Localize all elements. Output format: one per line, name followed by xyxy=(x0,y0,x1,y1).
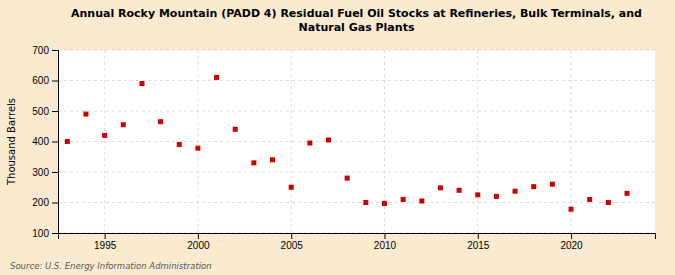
point xyxy=(494,194,499,199)
point xyxy=(382,201,387,206)
point xyxy=(214,75,219,80)
point xyxy=(326,137,331,142)
x-tick: 2010 xyxy=(374,233,397,251)
x-grid-line xyxy=(291,50,292,233)
x-grid-line xyxy=(197,50,198,233)
x-tick-mark xyxy=(384,233,385,239)
chart: 1995 2000 2005 2010 2015 2020 100 200 300 400 500 6… xyxy=(0,0,675,275)
x-tick: 2000 xyxy=(187,233,210,251)
y-tick: 300 xyxy=(32,167,58,178)
x-tick-label: 2020 xyxy=(560,240,583,251)
y-axis-title: Thousand Barrels xyxy=(6,98,17,186)
x-axis: 1995 2000 2005 2010 2015 2020 xyxy=(59,233,656,251)
y-tick-label: 500 xyxy=(32,106,49,117)
plot-background xyxy=(58,50,655,233)
x-tick: 2020 xyxy=(560,233,583,251)
x-tick-label: 2000 xyxy=(187,240,210,251)
y-tick: 100 xyxy=(32,228,58,239)
y-tick: 600 xyxy=(32,75,58,86)
point xyxy=(345,176,350,181)
point xyxy=(531,184,536,189)
y-tick-mark xyxy=(52,172,58,173)
x-tick-label: 2010 xyxy=(374,240,397,251)
point xyxy=(177,142,182,147)
y-tick: 500 xyxy=(32,106,58,117)
point xyxy=(419,198,424,203)
point xyxy=(363,200,368,205)
point xyxy=(121,122,126,127)
y-tick: 700 xyxy=(32,45,58,56)
y-grid-line xyxy=(58,202,655,203)
point xyxy=(251,160,256,165)
point xyxy=(587,197,592,202)
x-tick-mark xyxy=(478,233,479,239)
y-tick-label: 200 xyxy=(32,197,49,208)
y-grid-line xyxy=(58,80,655,81)
point xyxy=(625,191,630,196)
x-tick-label: 1995 xyxy=(94,240,117,251)
x-tick-mark xyxy=(105,233,106,239)
point xyxy=(401,197,406,202)
annotation: Source: U.S. Energy Information Administ… xyxy=(10,261,212,271)
y-tick-mark xyxy=(52,233,58,234)
point xyxy=(606,200,611,205)
title-line: Natural Gas Plants xyxy=(299,21,415,34)
title-line: Annual Rocky Mountain (PADD 4) Residual … xyxy=(71,7,642,20)
point xyxy=(102,133,107,138)
point xyxy=(158,119,163,124)
point xyxy=(438,185,443,190)
x-tick-mark xyxy=(198,233,199,239)
point xyxy=(307,141,312,146)
y-grid-line xyxy=(58,50,655,51)
points xyxy=(65,75,630,212)
point xyxy=(195,146,200,151)
x-grid-line xyxy=(571,50,572,233)
y-tick-mark xyxy=(52,81,58,82)
y-tick: 400 xyxy=(32,136,58,147)
y-tick-mark xyxy=(52,142,58,143)
y-tick-label: 100 xyxy=(32,228,49,239)
x-tick: 2015 xyxy=(467,233,490,251)
x-grid-line xyxy=(477,50,478,233)
y-grid-line xyxy=(58,141,655,142)
point xyxy=(83,112,88,117)
y-tick: 200 xyxy=(32,197,58,208)
y-tick-mark xyxy=(52,50,58,51)
grid xyxy=(58,50,655,233)
x-tick-mark xyxy=(291,233,292,239)
y-tick-label: 700 xyxy=(32,45,49,56)
x-tick-label: 2005 xyxy=(281,240,304,251)
y-tick-label: 300 xyxy=(32,167,49,178)
point xyxy=(270,157,275,162)
x-tick: 2005 xyxy=(281,233,304,251)
y-grid-line xyxy=(58,172,655,173)
plot: 1995 2000 2005 2010 2015 2020 100 200 300 400 500 6… xyxy=(32,45,655,251)
y-tick-mark xyxy=(52,203,58,204)
y-axis-line xyxy=(52,51,59,234)
point xyxy=(233,127,238,132)
title: Annual Rocky Mountain (PADD 4) Residual … xyxy=(71,7,642,34)
point xyxy=(569,207,574,212)
y-tick-label: 400 xyxy=(32,136,49,147)
y-tick-label: 600 xyxy=(32,75,49,86)
point xyxy=(550,182,555,187)
y-grid-line xyxy=(58,111,655,112)
y-axis: 100 200 300 400 500 600 700 xyxy=(32,45,58,239)
x-tick: 1995 xyxy=(94,233,117,251)
x-tick-mark xyxy=(571,233,572,239)
x-grid-line xyxy=(104,50,105,233)
point xyxy=(513,189,518,194)
x-tick-label: 2015 xyxy=(467,240,490,251)
point xyxy=(65,139,70,144)
x-axis-line xyxy=(59,234,656,240)
y-tick-mark xyxy=(52,111,58,112)
point xyxy=(139,81,144,86)
point xyxy=(475,192,480,197)
point xyxy=(289,185,294,190)
point xyxy=(457,188,462,193)
